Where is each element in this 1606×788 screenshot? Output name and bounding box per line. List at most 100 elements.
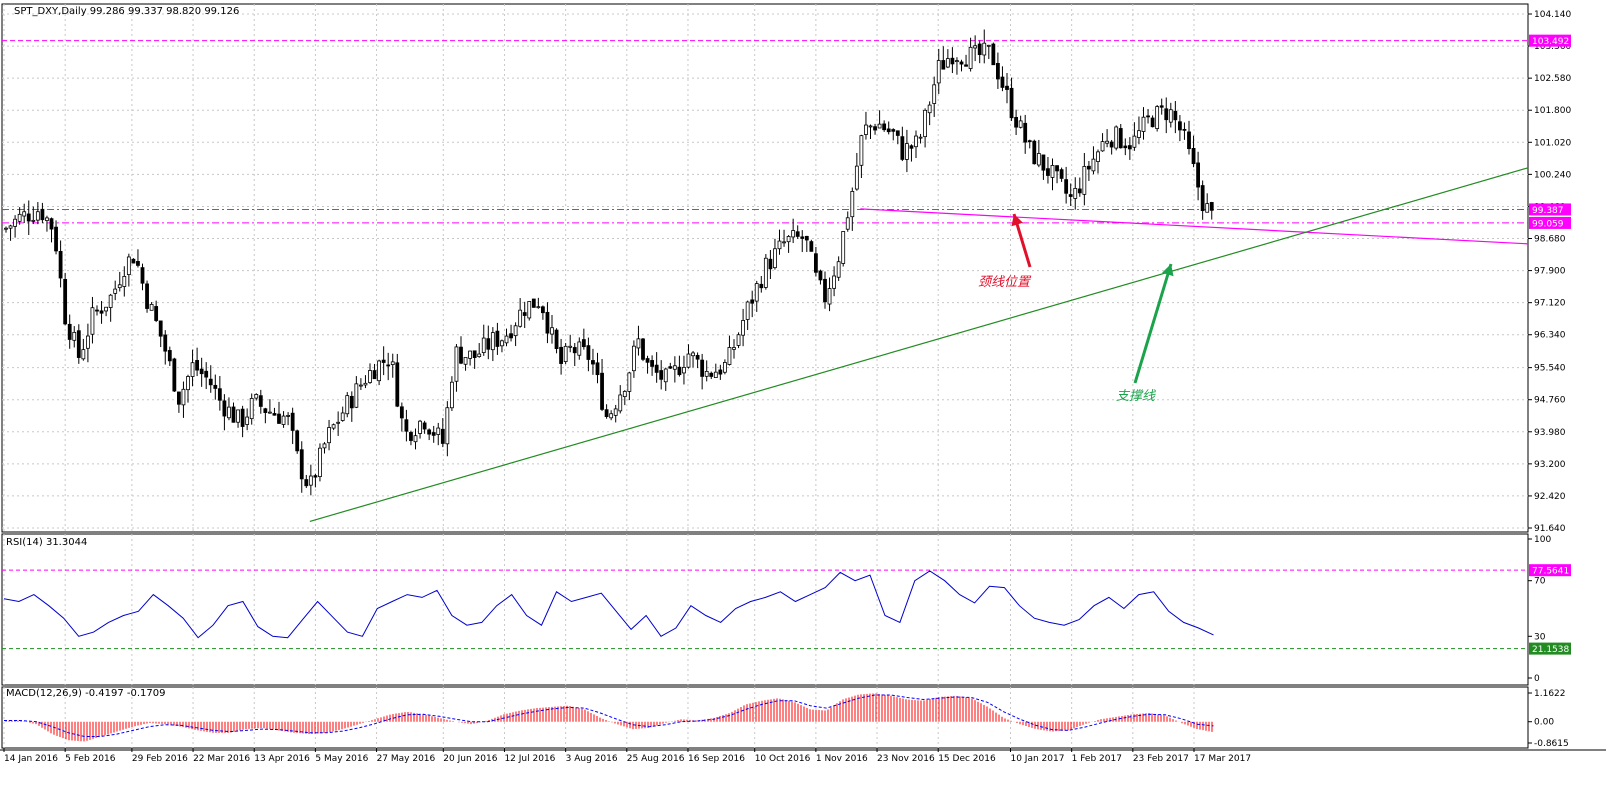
candle-body xyxy=(1005,85,1009,90)
candle-body xyxy=(427,429,432,435)
candle-body xyxy=(190,362,195,377)
candle-body xyxy=(945,58,950,68)
support-trendline xyxy=(309,167,1529,522)
candle-body xyxy=(436,427,441,435)
candle-body xyxy=(1009,87,1014,119)
candle-body xyxy=(522,312,527,316)
candle-body xyxy=(477,353,482,357)
candle-body xyxy=(217,388,222,401)
candle-body xyxy=(545,311,550,334)
candle-body xyxy=(1178,121,1182,131)
candle-body xyxy=(973,45,978,49)
candle-body xyxy=(868,125,873,128)
candle-body xyxy=(777,240,782,250)
candle-body xyxy=(891,129,896,132)
candle-body xyxy=(645,358,650,363)
macd-tick-label: 0.00 xyxy=(1534,718,1554,728)
candle-body xyxy=(40,208,45,221)
candle-body xyxy=(186,376,190,391)
candle-body xyxy=(736,334,741,346)
candle-body xyxy=(377,360,382,382)
candle-body xyxy=(782,241,786,244)
candle-body xyxy=(964,64,968,67)
candle-body xyxy=(918,136,923,139)
candle-body xyxy=(26,213,31,222)
candle-body xyxy=(86,335,90,349)
price-tick-label: 97.900 xyxy=(1534,267,1566,277)
candle-body xyxy=(290,412,295,431)
candle-body xyxy=(1100,141,1105,152)
candle-body xyxy=(17,213,22,222)
price-tick-label: 100.240 xyxy=(1534,170,1571,180)
candle-body xyxy=(700,359,705,377)
candle-body xyxy=(1032,140,1037,165)
candle-body xyxy=(149,304,154,311)
date-tick-label: 15 Dec 2016 xyxy=(938,754,996,764)
candle-body xyxy=(618,394,623,412)
candle-body xyxy=(509,333,513,339)
candle-body xyxy=(395,362,400,407)
support-arrow-head xyxy=(1162,264,1174,277)
price-tick-label: 91.640 xyxy=(1534,524,1566,534)
date-tick-label: 17 Mar 2017 xyxy=(1194,754,1251,764)
candle-body xyxy=(349,395,354,409)
candle-body xyxy=(54,226,58,252)
candle-body xyxy=(845,217,850,230)
candle-body xyxy=(754,283,759,302)
candle-body xyxy=(718,369,723,375)
candle-body xyxy=(231,406,236,423)
candle-body xyxy=(122,276,127,287)
candle-body xyxy=(108,294,113,308)
symbol-info-label: SPT_DXY,Daily 99.286 99.337 98.820 99.12… xyxy=(14,6,239,17)
candle-body xyxy=(99,310,104,314)
candle-body xyxy=(1141,116,1146,132)
candle-body xyxy=(340,412,345,421)
candle-body xyxy=(695,354,700,360)
date-tick-label: 27 May 2016 xyxy=(377,754,436,764)
candle-body xyxy=(650,360,654,367)
macd-tick-label: 1.1622 xyxy=(1534,689,1566,699)
candle-body xyxy=(281,415,286,425)
price-tick-label: 96.340 xyxy=(1534,331,1566,341)
candle-body xyxy=(486,338,491,350)
candle-body xyxy=(399,406,404,419)
candle-body xyxy=(741,320,745,336)
candle-body xyxy=(773,248,777,269)
candle-body xyxy=(158,320,163,337)
candle-body xyxy=(45,217,49,221)
candle-body xyxy=(1191,148,1196,165)
macd-label: MACD(12,26,9) -0.4197 -0.1709 xyxy=(6,688,166,699)
rsi-line xyxy=(3,570,1214,639)
date-tick-label: 3 Aug 2016 xyxy=(566,754,618,764)
candle-body xyxy=(591,360,595,365)
candle-body xyxy=(81,349,86,360)
candle-body xyxy=(786,236,791,243)
candle-body xyxy=(654,364,659,373)
candle-body xyxy=(1159,105,1164,108)
candle-body xyxy=(800,236,805,239)
candle-body xyxy=(368,370,372,383)
candle-body xyxy=(1027,140,1032,143)
candle-body xyxy=(409,432,413,441)
candle-body xyxy=(832,275,836,289)
candle-body xyxy=(659,370,664,380)
candle-body xyxy=(732,347,736,350)
support-annotation: 支撑线 xyxy=(1116,389,1156,404)
candle-body xyxy=(622,391,627,398)
candle-body xyxy=(504,335,509,344)
candle-body xyxy=(263,408,268,413)
candle-body xyxy=(959,61,964,65)
candle-body xyxy=(1082,166,1087,195)
candle-body xyxy=(804,235,809,241)
candle-body xyxy=(113,288,118,294)
price-level-tag xyxy=(1529,34,1571,47)
candle-body xyxy=(1014,117,1018,128)
date-tick-label: 12 Jul 2016 xyxy=(504,754,555,764)
rsi-tick-label: 30 xyxy=(1534,632,1546,642)
candle-body xyxy=(791,230,796,238)
rsi-level-tag-label: 77.5641 xyxy=(1532,567,1569,577)
price-tick-label: 102.580 xyxy=(1534,74,1571,84)
candle-body xyxy=(1164,108,1169,121)
candle-body xyxy=(13,218,18,227)
